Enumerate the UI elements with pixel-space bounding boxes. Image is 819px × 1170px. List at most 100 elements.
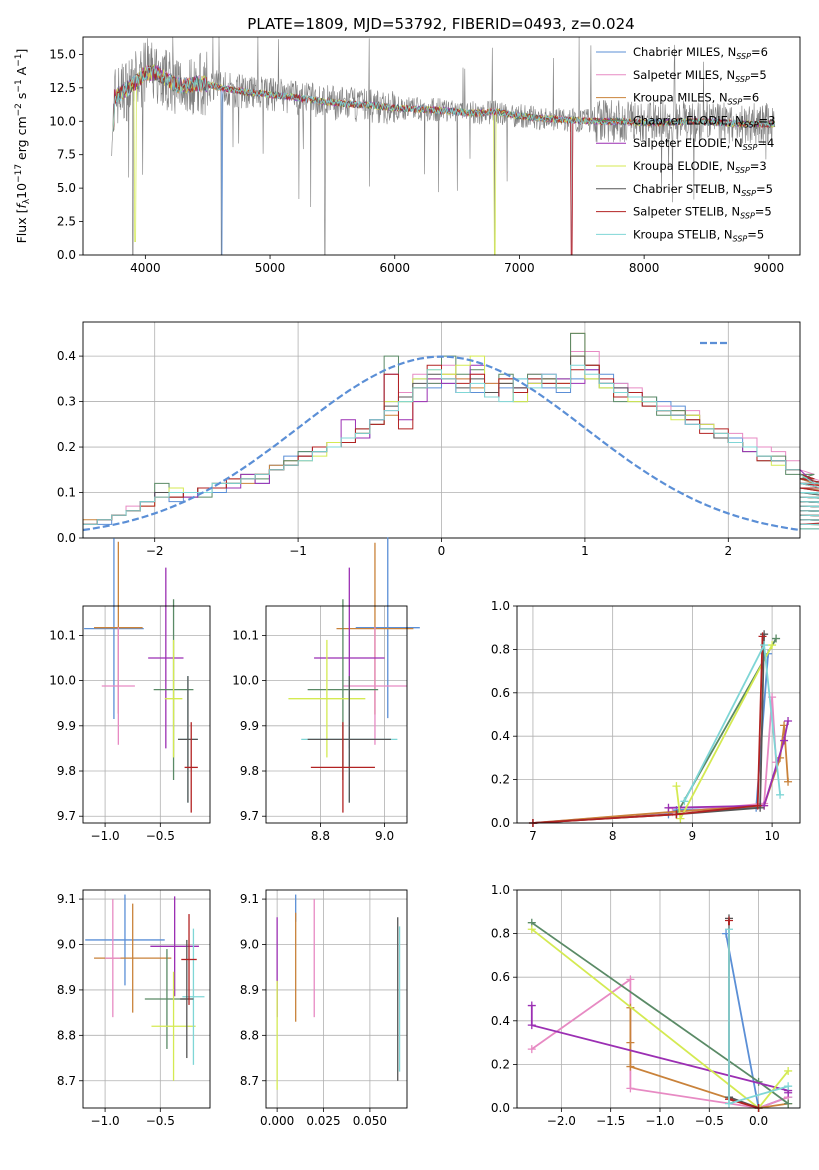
x-tick-label: 10 [764, 829, 779, 843]
legend-subscript: SSP [735, 166, 750, 175]
y-tick-label: 0.0 [491, 816, 510, 830]
axes-frame [82, 605, 211, 824]
x-tick-label: 8.8 [311, 829, 330, 843]
legend-count: =3 [759, 113, 776, 127]
y-tick-label: 9.9 [57, 719, 76, 733]
histogram-step-line [82, 369, 819, 538]
y-tick-label: 0.8 [491, 927, 510, 941]
mass-weight-marker [626, 1062, 635, 1071]
metallicity-mass-panel: −1.0 −0.5 8.7 8.8 8.9 9.0 9.1 [57, 889, 211, 1128]
mass-weight-marker [725, 916, 734, 925]
legend-entry: Salpeter ELODIE, NSSP=4 [633, 136, 774, 152]
y-tick-label: 10.0 [232, 674, 259, 688]
legend-label: Salpeter STELIB, N [633, 205, 740, 219]
x-tick-label: 9 [689, 829, 697, 843]
y-tick-label: 0.4 [491, 1014, 510, 1028]
y-tick-label: 0.4 [491, 729, 510, 743]
mass-weight-line [668, 720, 789, 809]
legend-count: =5 [750, 68, 767, 82]
y-tick-label: 0.2 [491, 773, 510, 787]
histogram-step-line [82, 332, 819, 538]
y-axis-label-part: Flux [ [14, 209, 29, 244]
y-tick-label: 9.7 [57, 809, 76, 823]
y-tick-label: 10.0 [49, 674, 76, 688]
mass-weight-marker [527, 925, 536, 934]
y-axis-label-part: 10 [14, 183, 29, 199]
age-massweight-panel: 7 8 9 10 0.0 0.2 0.4 0.6 0.8 1.0 [491, 599, 801, 843]
y-axis-label: Flux [fλ10−17 erg cm−2 s−1 A−1] [14, 49, 32, 244]
x-tick-label: 1 [581, 544, 589, 558]
mass-weight-marker [725, 1099, 734, 1108]
x-tick-label: 5000 [255, 261, 286, 275]
legend-subscript: SSP [733, 234, 748, 243]
x-tick-label: 0.0 [749, 1114, 768, 1128]
x-tick-label: 9000 [754, 261, 785, 275]
x-tick-label: 9.0 [375, 829, 394, 843]
histogram-step-line [82, 351, 819, 538]
y-tick-label: 12.5 [49, 81, 76, 95]
legend-label: Kroupa STELIB, N [633, 227, 733, 241]
mass-weight-marker [784, 717, 793, 726]
y-tick-label: 8.9 [57, 983, 76, 997]
y-tick-label: 0.1 [57, 486, 76, 500]
y-tick-label: 0.0 [491, 1101, 510, 1115]
model-spectrum-line [112, 66, 775, 132]
legend-label: Salpeter MILES, N [633, 68, 735, 82]
mass-weight-marker [626, 1038, 635, 1047]
legend-entry: Salpeter MILES, NSSP=5 [633, 68, 767, 84]
histogram-step-line [82, 364, 819, 538]
histogram-step-line [82, 364, 819, 538]
spectrum-panel: 4000 5000 6000 7000 8000 9000 0.0 2.5 5.0 7.5 10.0… [14, 36, 801, 275]
histogram-step-line [82, 332, 819, 538]
axes-frame [265, 605, 408, 824]
y-tick-label: 0.3 [57, 395, 76, 409]
x-tick-label: −1.0 [645, 1114, 674, 1128]
x-tick-label: −2 [146, 544, 164, 558]
y-tick-label: 8.8 [240, 1028, 259, 1042]
mass-weight-line [532, 697, 777, 824]
mass-weight-marker [527, 1021, 536, 1030]
y-tick-label: 0.0 [57, 248, 76, 262]
axes-frame [82, 321, 801, 539]
axes-frame [516, 605, 801, 824]
mass-weight-marker [760, 641, 769, 650]
mass-weight-marker [784, 1082, 793, 1091]
x-tick-label: 0 [438, 544, 446, 558]
legend-entry: Kroupa STELIB, NSSP=5 [633, 227, 764, 243]
legend-count: =5 [755, 205, 772, 219]
legend-entry: Salpeter STELIB, NSSP=5 [633, 205, 772, 221]
x-tick-label: 0.000 [260, 1114, 294, 1128]
legend-label: Chabrier ELODIE, N [633, 113, 744, 127]
y-tick-label: 9.0 [240, 938, 259, 952]
x-tick-label: 6000 [379, 261, 410, 275]
x-tick-label: −1.5 [596, 1114, 625, 1128]
y-tick-label: 9.1 [240, 892, 259, 906]
legend-subscript: SSP [736, 52, 751, 61]
y-axis-label-part: s [14, 93, 29, 104]
y-tick-label: 5.0 [57, 181, 76, 195]
legend-count: =6 [742, 91, 759, 105]
y-tick-label: 8.8 [57, 1028, 76, 1042]
x-tick-label: 2 [724, 544, 732, 558]
legend-subscript: SSP [741, 189, 756, 198]
mass-weight-marker [527, 1045, 536, 1054]
x-tick-label: 7000 [504, 261, 535, 275]
y-tick-label: 2.5 [57, 215, 76, 229]
mass-weight-marker [758, 632, 767, 641]
y-tick-label: 9.9 [240, 719, 259, 733]
x-tick-label: 0.025 [306, 1114, 340, 1128]
y-axis-label-part: f [14, 203, 29, 209]
x-tick-label: −0.5 [146, 1114, 175, 1128]
x-tick-label: −1.0 [91, 829, 120, 843]
mass-weight-marker [784, 777, 793, 786]
axes-frame [82, 36, 801, 256]
y-tick-label: 0.8 [491, 642, 510, 656]
mass-weight-marker [768, 641, 777, 650]
gaussian-reference-curve [82, 355, 801, 532]
legend-subscript: SSP [744, 120, 759, 129]
legend-label: Salpeter ELODIE, N [633, 136, 743, 150]
y-tick-label: 9.7 [240, 809, 259, 823]
y-axis-label-part: −1 [14, 53, 24, 66]
x-tick-label: −0.5 [695, 1114, 724, 1128]
